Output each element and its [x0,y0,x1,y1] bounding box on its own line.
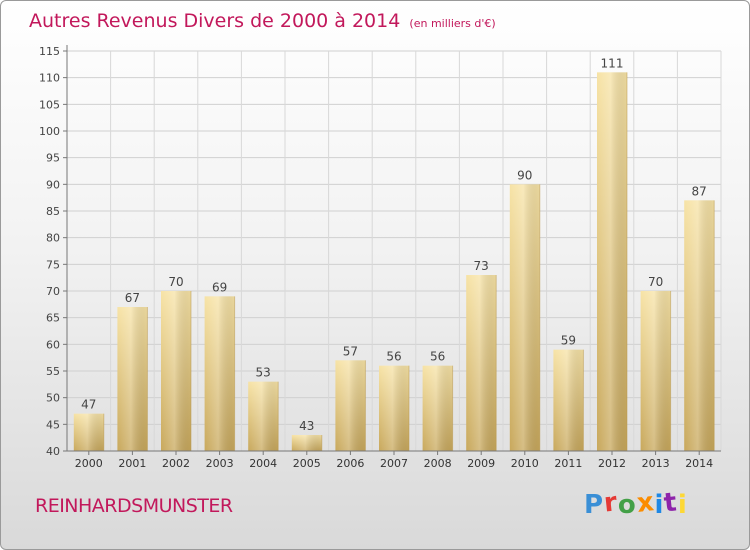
y-tick-label: 80 [46,232,60,245]
data-label: 70 [648,275,663,289]
data-label: 53 [256,366,271,380]
chart-subtitle: (en milliers d'€) [409,17,496,30]
brand-letter: o [617,490,637,520]
brand-letter: i [654,490,665,520]
y-tick-label: 95 [46,152,60,165]
y-tick-label: 90 [46,178,60,191]
data-label: 111 [601,56,624,70]
bar-sheen [553,349,584,451]
x-tick-label: 2010 [511,457,539,470]
bar-sheen [422,365,453,451]
x-tick-label: 2007 [380,457,408,470]
bar-sheen [509,184,540,452]
chart-title: Autres Revenus Divers de 2000 à 2014 [29,10,401,32]
y-tick-label: 110 [39,72,60,85]
data-label: 73 [474,259,489,273]
data-label: 56 [430,350,445,364]
data-label: 59 [561,334,576,348]
bar-sheen [117,307,148,451]
y-tick-label: 45 [46,418,60,431]
data-label: 90 [517,168,532,182]
bar-sheen [684,200,715,451]
y-tick-label: 115 [39,45,60,58]
brand-letter: P [584,490,605,520]
title-row: Autres Revenus Divers de 2000 à 2014 (en… [29,10,496,32]
data-label: 43 [299,419,314,433]
bar-sheen [640,291,671,451]
bar-sheen [73,413,104,451]
x-tick-label: 2005 [293,457,321,470]
y-tick-label: 40 [46,445,60,458]
bar-sheen [248,381,279,451]
x-tick-label: 2011 [554,457,582,470]
bar-sheen [204,296,235,451]
y-tick-label: 50 [46,392,60,405]
location-label: REINHARDSMUNSTER [35,495,233,517]
data-label: 87 [692,184,707,198]
brand-letter: r [602,487,620,519]
bar-sheen [161,291,191,451]
y-tick-label: 60 [46,338,60,351]
data-label: 57 [343,344,358,358]
data-label: 70 [168,275,183,289]
x-tick-label: 2004 [249,457,277,470]
x-tick-label: 2001 [118,457,146,470]
x-tick-label: 2013 [642,457,670,470]
data-label: 56 [386,350,401,364]
brand-letter: x [635,487,657,519]
data-label: 67 [125,291,140,305]
y-tick-label: 105 [39,98,60,111]
x-tick-label: 2000 [75,457,103,470]
y-tick-label: 70 [46,285,60,298]
x-tick-label: 2008 [424,457,452,470]
bar-sheen [335,360,366,451]
x-tick-label: 2002 [162,457,190,470]
x-tick-label: 2014 [685,457,713,470]
y-tick-label: 85 [46,205,60,218]
y-tick-label: 55 [46,365,60,378]
brand-letter: i [677,490,688,520]
x-tick-label: 2009 [467,457,495,470]
x-tick-label: 2003 [206,457,234,470]
y-tick-label: 100 [39,125,60,138]
data-label: 47 [81,398,96,412]
bar-sheen [466,275,497,451]
y-tick-label: 65 [46,312,60,325]
x-tick-label: 2006 [336,457,364,470]
y-tick-label: 75 [46,258,60,271]
bar-sheen [291,435,322,451]
bar-sheen [597,72,627,451]
brand-logo: Proxiti [584,487,688,520]
x-tick-label: 2012 [598,457,626,470]
data-label: 69 [212,280,227,294]
bar-sheen [379,365,409,451]
